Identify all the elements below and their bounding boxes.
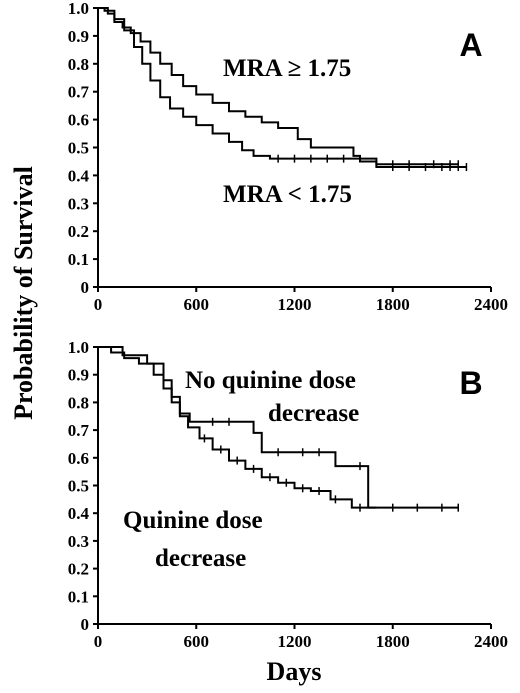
panel-b-y-tick-labels: 0 0.1 0.2 0.3 0.4 0.5 0.6 0.7 0.8 0.9 1.0 (68, 338, 90, 634)
annotation-mra-low: MRA < 1.75 (223, 181, 352, 208)
y-tick-label: 0.6 (68, 449, 89, 468)
x-tick-label: 1800 (376, 632, 410, 651)
panel-a-x-tick-labels: 0 600 1200 1800 2400 (94, 295, 508, 314)
panel-b-label: B (459, 365, 482, 401)
x-tick-label: 2400 (474, 295, 508, 314)
annotation-decrease-line1: Quinine dose (123, 507, 263, 534)
y-tick-label: 0.7 (68, 83, 90, 102)
survival-curve-mra-1-75 (98, 7, 467, 169)
survival-curve-quinine-dose-decrease (98, 346, 459, 509)
annotation-mra-high: MRA ≥ 1.75 (223, 55, 351, 82)
x-tick-label: 1200 (278, 632, 312, 651)
panel-a-axes (93, 7, 492, 292)
y-tick-label: 0.3 (68, 194, 89, 213)
y-tick-label: 0.4 (68, 504, 90, 523)
panel-a: 0 0.1 0.2 0.3 0.4 0.5 0.6 0.7 0.8 0.9 1.0 0 600 1200… (68, 0, 508, 314)
annotation-no-decrease-line1: No quinine dose (185, 367, 356, 394)
y-tick-label: 0.4 (68, 166, 90, 185)
x-tick-label: 1200 (278, 295, 312, 314)
y-tick-label: 0.9 (68, 27, 89, 46)
y-tick-label: 1.0 (68, 0, 89, 18)
panel-a-label: A (459, 27, 482, 63)
annotation-no-decrease: No quinine dose decrease (185, 367, 362, 427)
y-tick-label: 0.5 (68, 139, 89, 158)
y-tick-label: 0.2 (68, 222, 89, 241)
y-tick-label: 0 (81, 615, 90, 634)
survival-curve-mra-1-75 (98, 7, 459, 166)
panel-a-curves (98, 7, 468, 172)
x-tick-label: 0 (94, 295, 103, 314)
y-tick-label: 0.9 (68, 366, 89, 385)
y-tick-label: 0.8 (68, 55, 89, 74)
y-tick-label: 0.8 (68, 393, 89, 412)
y-tick-label: 0 (81, 278, 90, 297)
x-tick-label: 2400 (474, 632, 508, 651)
annotation-decrease-line2: decrease (155, 545, 246, 572)
x-axis-title: Days (267, 657, 322, 686)
panel-b-axes (93, 346, 492, 629)
x-tick-label: 600 (184, 295, 210, 314)
panel-b-x-tick-labels: 0 600 1200 1800 2400 (94, 632, 508, 651)
x-tick-label: 600 (184, 632, 210, 651)
annotation-decrease: Quinine dose decrease (123, 507, 269, 572)
x-tick-label: 0 (94, 632, 103, 651)
y-axis-title: Probability of Survival (9, 166, 38, 420)
y-tick-label: 1.0 (68, 338, 89, 357)
y-tick-label: 0.3 (68, 532, 89, 551)
panel-b: 0 0.1 0.2 0.3 0.4 0.5 0.6 0.7 0.8 0.9 1.0 0 600 1200… (68, 338, 508, 651)
x-tick-label: 1800 (376, 295, 410, 314)
y-tick-label: 0.6 (68, 111, 89, 130)
annotation-no-decrease-line2: decrease (268, 400, 359, 427)
panel-b-curves (98, 346, 459, 512)
y-tick-label: 0.5 (68, 477, 89, 496)
y-tick-label: 0.7 (68, 421, 90, 440)
y-tick-label: 0.2 (68, 560, 89, 579)
y-tick-label: 0.1 (68, 587, 89, 606)
y-tick-label: 0.1 (68, 250, 89, 269)
panel-a-y-tick-labels: 0 0.1 0.2 0.3 0.4 0.5 0.6 0.7 0.8 0.9 1.0 (68, 0, 90, 297)
survival-curve-no-quinine-dose-decrease (98, 346, 377, 509)
panel-a-axis-lines (97, 8, 491, 288)
